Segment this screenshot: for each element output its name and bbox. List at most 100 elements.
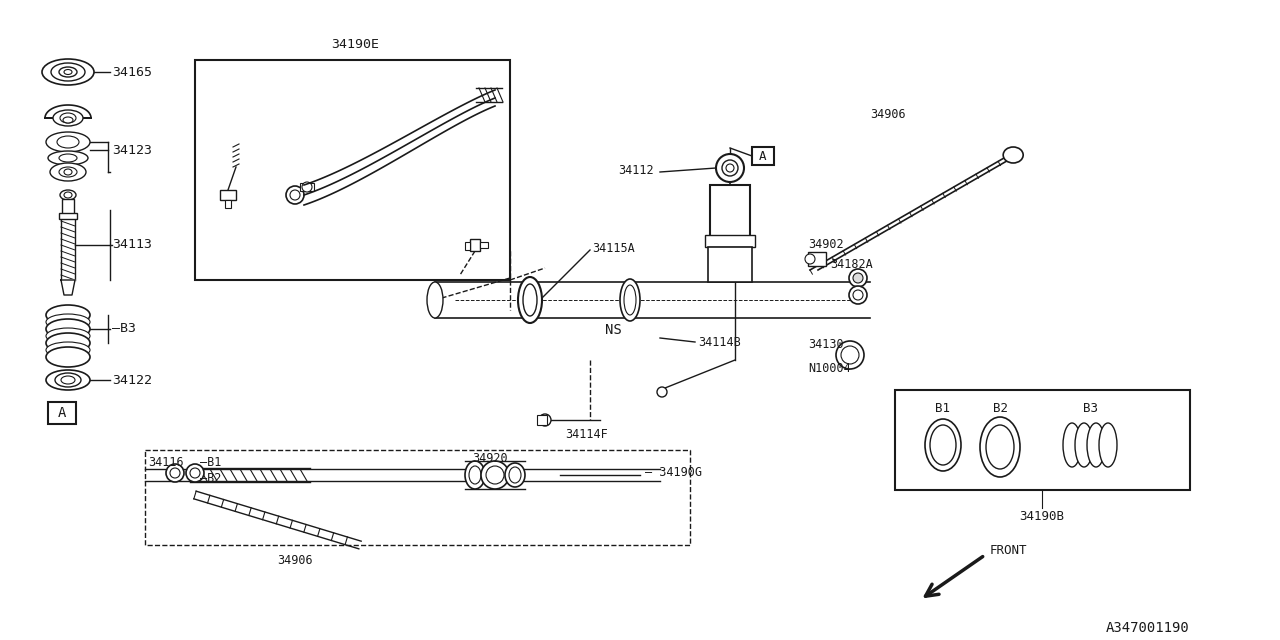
Ellipse shape [486, 466, 504, 484]
Ellipse shape [61, 376, 76, 384]
Ellipse shape [428, 282, 443, 318]
Ellipse shape [841, 346, 859, 364]
Ellipse shape [46, 328, 90, 344]
Ellipse shape [186, 464, 204, 482]
Text: 34906: 34906 [870, 109, 906, 122]
Text: 34182A: 34182A [829, 259, 873, 271]
Ellipse shape [46, 347, 90, 367]
Ellipse shape [64, 192, 72, 198]
Text: 34123: 34123 [113, 143, 152, 157]
Bar [225, 200, 230, 208]
Ellipse shape [46, 132, 90, 152]
Text: 34906: 34906 [278, 554, 312, 566]
Text: 34190B: 34190B [1019, 509, 1065, 522]
Bar [808, 252, 826, 266]
Ellipse shape [60, 113, 76, 123]
Ellipse shape [726, 164, 733, 172]
Bar [480, 242, 488, 248]
Ellipse shape [46, 319, 90, 339]
Ellipse shape [625, 285, 636, 315]
Ellipse shape [620, 279, 640, 321]
Ellipse shape [52, 110, 83, 126]
Bar [61, 199, 74, 214]
Bar [895, 390, 1190, 490]
Text: —B2: —B2 [200, 472, 221, 484]
Text: A: A [759, 150, 767, 163]
Polygon shape [61, 280, 76, 295]
Ellipse shape [63, 117, 73, 123]
Bar [300, 183, 314, 191]
Ellipse shape [166, 464, 184, 482]
Ellipse shape [302, 182, 312, 192]
Ellipse shape [64, 169, 72, 175]
Ellipse shape [836, 341, 864, 369]
Text: 34114B: 34114B [698, 335, 741, 349]
Text: 34190E: 34190E [332, 38, 379, 51]
Text: — 34190G: — 34190G [645, 467, 701, 479]
Ellipse shape [925, 419, 961, 471]
Bar [708, 247, 753, 282]
Ellipse shape [55, 373, 81, 387]
Text: 34116: 34116 [148, 456, 183, 468]
Bar [465, 242, 470, 250]
Text: —B3: —B3 [113, 323, 136, 335]
Ellipse shape [59, 154, 77, 162]
Text: 34114F: 34114F [564, 429, 608, 442]
Ellipse shape [986, 425, 1014, 469]
Text: 34122: 34122 [113, 374, 152, 387]
Bar [220, 190, 236, 200]
Text: B2: B2 [992, 401, 1007, 415]
Ellipse shape [716, 154, 744, 182]
Ellipse shape [285, 186, 305, 204]
Bar [470, 239, 480, 251]
Ellipse shape [42, 59, 93, 85]
Ellipse shape [1100, 423, 1117, 467]
Ellipse shape [468, 466, 481, 484]
Text: 34113: 34113 [113, 239, 152, 252]
Ellipse shape [46, 314, 90, 330]
Ellipse shape [852, 273, 863, 283]
Bar [753, 147, 774, 165]
Ellipse shape [1062, 423, 1082, 467]
Ellipse shape [524, 284, 538, 316]
Ellipse shape [506, 463, 525, 487]
Ellipse shape [465, 461, 485, 489]
Ellipse shape [64, 70, 72, 74]
Ellipse shape [1087, 423, 1105, 467]
Text: 34112: 34112 [618, 163, 654, 177]
Ellipse shape [657, 387, 667, 397]
Text: B1: B1 [936, 401, 951, 415]
Ellipse shape [1075, 423, 1093, 467]
Text: FRONT: FRONT [989, 543, 1028, 557]
Text: —B1: —B1 [200, 456, 221, 470]
Bar [705, 235, 755, 247]
Text: 34115A: 34115A [591, 241, 635, 255]
Ellipse shape [509, 467, 521, 483]
Text: 34130: 34130 [808, 339, 844, 351]
Ellipse shape [46, 333, 90, 353]
Ellipse shape [1004, 147, 1023, 163]
Ellipse shape [539, 414, 550, 426]
Bar [49, 402, 76, 424]
Ellipse shape [58, 136, 79, 148]
Ellipse shape [931, 425, 956, 465]
Bar [195, 60, 509, 280]
Text: NS: NS [605, 323, 622, 337]
Ellipse shape [49, 151, 88, 165]
Bar [538, 415, 547, 425]
Text: N10004: N10004 [808, 362, 851, 374]
Ellipse shape [46, 370, 90, 390]
Text: 34902: 34902 [808, 239, 844, 252]
Text: A: A [58, 406, 67, 420]
Text: 34165: 34165 [113, 65, 152, 79]
Ellipse shape [805, 254, 815, 264]
Ellipse shape [59, 167, 77, 177]
Text: B3: B3 [1083, 401, 1097, 415]
Ellipse shape [722, 160, 739, 176]
Ellipse shape [291, 190, 300, 200]
Ellipse shape [189, 468, 200, 478]
Bar [710, 185, 750, 245]
Ellipse shape [481, 461, 509, 489]
Ellipse shape [518, 277, 541, 323]
Ellipse shape [980, 417, 1020, 477]
